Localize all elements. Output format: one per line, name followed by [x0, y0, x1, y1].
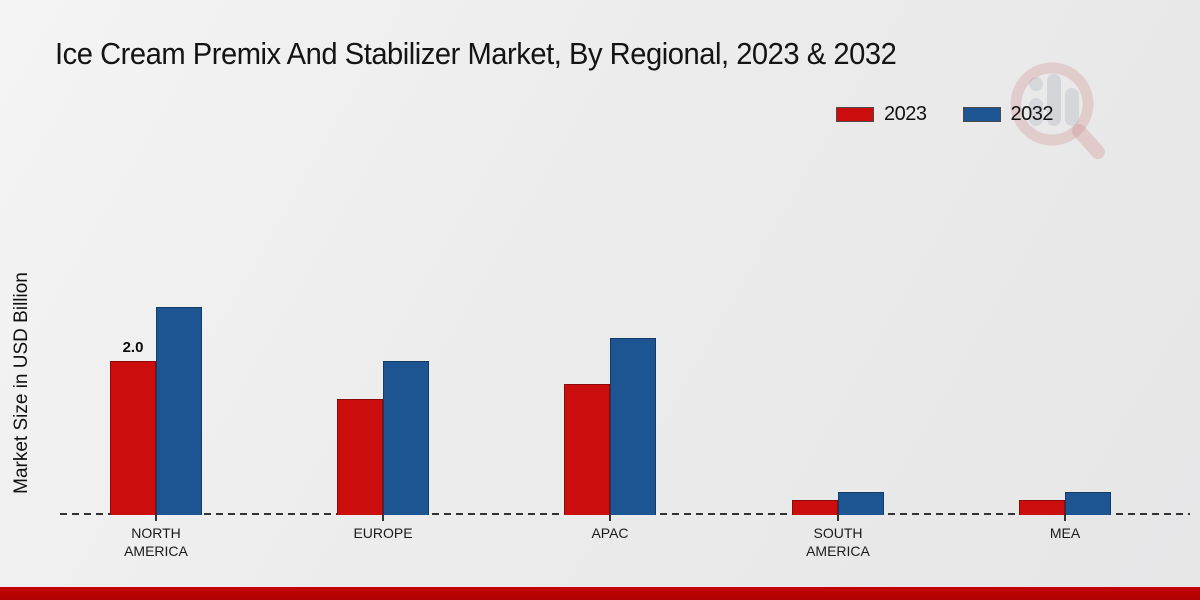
legend-item-2032: 2032 [962, 103, 1054, 126]
x-axis-label-europe: EUROPE [353, 525, 413, 541]
x-axis-label-mea: MEA [1049, 525, 1081, 541]
legend: 2023 2032 [836, 103, 1053, 126]
x-axis-tick-europe [382, 515, 384, 521]
bar-2023-mea [1019, 500, 1065, 515]
bar-2032-apac [610, 338, 656, 515]
bar-2032-south-america [838, 492, 884, 515]
legend-item-2023: 2023 [836, 103, 927, 126]
bar-2023-south-america [792, 500, 838, 515]
bar-2032-north-america [156, 307, 202, 515]
x-axis-label-apac: APAC [591, 525, 629, 541]
bar-2023-north-america [110, 361, 156, 515]
bar-value-label: 2.0 [122, 339, 144, 356]
x-axis-label-south-america: SOUTH AMERICA [806, 525, 870, 560]
bar-2032-europe [383, 361, 429, 515]
x-axis-tick-south-america [837, 515, 839, 521]
x-axis-tick-north-america [155, 515, 157, 521]
bar-2023-europe [337, 399, 383, 515]
bar-2023-apac [564, 384, 610, 515]
x-axis-tick-mea [1064, 515, 1066, 521]
legend-label-2032: 2032 [1010, 103, 1054, 125]
bar-2032-mea [1065, 492, 1111, 515]
chart-title: Ice Cream Premix And Stabilizer Market, … [55, 36, 897, 71]
x-axis-tick-apac [609, 515, 611, 521]
x-axis-label-north-america: NORTH AMERICA [124, 525, 188, 560]
footer-band [0, 587, 1200, 600]
legend-label-2023: 2023 [884, 103, 927, 125]
market-research-watermark-icon [1010, 62, 1105, 159]
y-axis-title: Market Size in USD Billion [11, 272, 32, 494]
legend-swatch-2032-icon [962, 107, 1001, 122]
legend-swatch-2023-icon [836, 107, 874, 122]
